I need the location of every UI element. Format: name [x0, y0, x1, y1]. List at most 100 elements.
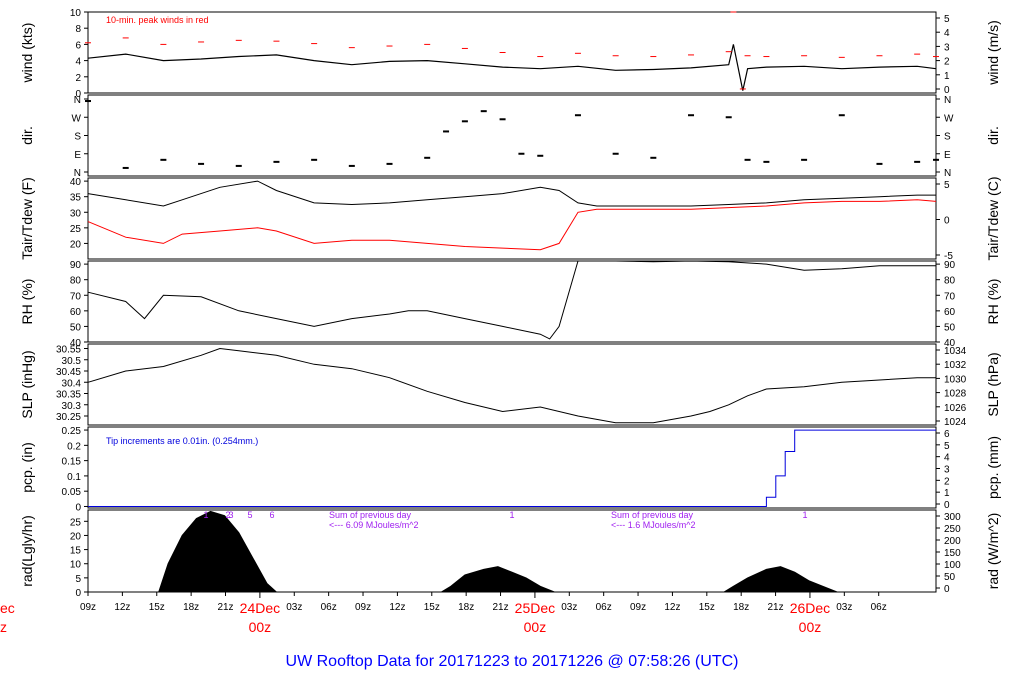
y-tick-label-right: 1030: [944, 374, 967, 385]
y-tick-label-right: 90: [944, 260, 956, 271]
y-tick-label: 80: [70, 276, 82, 287]
y-label-left: wind (kts): [19, 23, 35, 84]
x-tick-label: 03z: [286, 602, 302, 613]
y-tick-label: 0.25: [62, 426, 82, 437]
panel-frame: [87, 426, 937, 509]
y-tick-label: 50: [70, 322, 82, 333]
x-tick-label: 09z: [80, 602, 96, 613]
dir-point: [725, 116, 732, 119]
y-tick-label: 0.05: [62, 487, 82, 498]
y-tick-label: W: [72, 113, 82, 124]
y-label-right: RH (%): [985, 279, 1001, 325]
precip-annotation: Tip increments are 0.01in. (0.254mm.): [106, 436, 258, 446]
y-tick-label: 90: [70, 260, 82, 271]
air-temp-line: [87, 180, 936, 207]
y-label-right: Tair/Tdew (C): [985, 176, 1001, 260]
dir-point: [273, 160, 280, 163]
x-tick-label: 12z: [389, 602, 405, 613]
dir-point: [311, 158, 318, 161]
y-tick-label-right: 1: [944, 488, 950, 499]
y-tick-label-right: 3: [944, 42, 950, 53]
x-tick-label: 06z: [321, 602, 337, 613]
footer-title: UW Rooftop Data for 20171223 to 20171226…: [286, 653, 739, 670]
dir-point: [85, 100, 91, 103]
y-tick-label: 0: [75, 588, 81, 599]
y-tick-label: 8: [75, 24, 81, 35]
rh-line: [87, 260, 936, 340]
y-label-left: dir.: [19, 126, 35, 145]
x-day-label: 24Dec: [240, 600, 280, 616]
y-tick-label: 30.5: [62, 356, 82, 367]
rad-top-mark: 2: [225, 510, 230, 520]
y-tick-label-right: 0: [944, 216, 950, 227]
dir-point: [160, 158, 167, 161]
dir-point: [574, 114, 581, 117]
y-label-right: rad (W/m^2): [985, 513, 1001, 590]
y-tick-label: N: [74, 95, 81, 106]
y-tick-label-right: 0: [944, 500, 950, 511]
x-tick-label: 06z: [871, 602, 887, 613]
dewpoint-line: [87, 199, 937, 251]
y-tick-label: 40: [70, 177, 82, 188]
y-tick-label-right: 2: [944, 57, 950, 68]
dir-point: [838, 114, 845, 117]
y-tick-label-right: 5: [944, 180, 950, 191]
radiation-area: [722, 566, 838, 593]
y-tick-label: 15: [70, 546, 82, 557]
y-tick-label-right: 1024: [944, 417, 967, 428]
y-tick-label-right: 0: [944, 584, 950, 595]
dir-point: [386, 162, 393, 165]
y-tick-label: 30.3: [62, 401, 82, 412]
y-tick-label-right: 1034: [944, 346, 967, 357]
y-tick-label-right: 1026: [944, 403, 967, 414]
y-tick-label-right: 3: [944, 465, 950, 476]
x-tick-label: 09z: [630, 602, 646, 613]
y-tick-label-right: 1032: [944, 360, 967, 371]
panel-frame: [87, 177, 937, 260]
dir-point: [122, 166, 129, 169]
y-tick-label: 70: [70, 291, 82, 302]
y-tick-label: 20: [70, 531, 82, 542]
x-partial-hour-label: z: [0, 619, 7, 635]
wind-speed-line: [87, 44, 937, 91]
rad-annotation-4: <--- 1.6 MJoules/m^2: [611, 520, 696, 530]
rad-top-mark: 6: [269, 510, 274, 520]
panel-dir: dir. dir.N NE ES SW WN N: [19, 94, 1001, 179]
y-tick-label-right: N: [944, 95, 951, 106]
y-tick-label-right: W: [944, 113, 954, 124]
x-day-hour-label: 00z: [249, 619, 272, 635]
y-tick-label: 0.15: [62, 457, 82, 468]
panel-precip: pcp. (in) pcp. (mm)00.050.10.150.20.25012…: [19, 426, 1001, 513]
x-tick-label: 12z: [664, 602, 680, 613]
y-tick-label-right: 200: [944, 536, 961, 547]
dir-point: [612, 152, 619, 155]
y-tick-label-right: 6: [944, 429, 950, 440]
panel-slp: SLP (inHg) SLP (hPa)30.2530.330.3530.430.…: [19, 343, 1001, 428]
y-label-left: pcp. (in): [19, 442, 35, 493]
x-tick-label: 15z: [699, 602, 715, 613]
y-tick-label: 0: [75, 502, 81, 513]
dir-point: [480, 110, 487, 113]
dir-point: [876, 162, 883, 165]
rad-top-mark: 1: [203, 510, 208, 520]
y-tick-label: 0.1: [67, 472, 81, 483]
y-tick-label-right: S: [944, 132, 951, 143]
x-tick-label: 18z: [183, 602, 199, 613]
y-tick-label: 30.55: [56, 345, 81, 356]
y-tick-label: 5: [75, 574, 81, 585]
panel-frame: [87, 343, 937, 426]
y-tick-label: 30.25: [56, 412, 81, 423]
y-tick-label: 0: [75, 89, 81, 100]
y-tick-label-right: 5: [944, 441, 950, 452]
y-tick-label: 25: [70, 224, 82, 235]
y-tick-label: 40: [70, 338, 82, 349]
panel-frame: [87, 260, 937, 343]
y-label-right: pcp. (mm): [985, 436, 1001, 499]
x-day-label: 26Dec: [790, 600, 830, 616]
x-tick-label: 21z: [768, 602, 784, 613]
dir-point: [933, 158, 939, 161]
x-tick-label: 15z: [424, 602, 440, 613]
rad-annotation-3: Sum of previous day: [611, 510, 694, 520]
y-tick-label: 6: [75, 40, 81, 51]
y-tick-label-right: 2: [944, 476, 950, 487]
